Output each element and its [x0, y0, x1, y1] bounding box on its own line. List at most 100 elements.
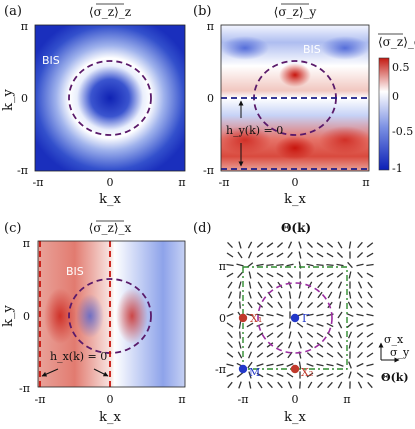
spin-arrow [327, 381, 333, 389]
spin-arrow [366, 252, 374, 258]
spin-arrow [227, 241, 233, 249]
spin-arrow [326, 352, 334, 358]
spin-arrow [226, 373, 234, 377]
spin-arrow [238, 381, 242, 389]
panel-d-ytick: -π [215, 363, 226, 376]
spin-arrow [248, 291, 252, 299]
spin-arrow [306, 352, 314, 358]
spin-arrow [256, 242, 264, 248]
panel-b-annotation: h_y(k) = 0 [226, 124, 283, 137]
spin-arrow [306, 302, 314, 308]
spin-arrow [306, 342, 314, 348]
spin-arrow [297, 301, 303, 309]
spin-arrow [326, 342, 334, 348]
spin-arrow [348, 371, 352, 379]
spin-arrow [357, 301, 363, 309]
spin-arrow [338, 291, 342, 299]
spin-arrow [357, 271, 363, 279]
panel-b-ytick: π [207, 20, 214, 33]
colorbar-tick: -0.5 [392, 125, 413, 138]
spin-arrow [366, 373, 374, 377]
spin-arrow [266, 272, 274, 278]
spin-arrow [287, 251, 293, 259]
spin-arrow [237, 271, 243, 279]
spin-arrow [236, 372, 244, 378]
spin-arrow [287, 241, 293, 249]
spin-arrow [316, 363, 324, 367]
panel-c-bis-label: BIS [66, 265, 84, 278]
spin-arrow [276, 263, 284, 267]
spin-arrow [267, 281, 273, 289]
spin-arrow [266, 373, 274, 377]
panel-d: (d) Θ(k) X₁ Γ M X₂ π 0 -π -π 0 π k_x σ_x… [193, 221, 410, 425]
spin-arrow [286, 263, 294, 267]
spin-arrow [256, 323, 264, 327]
panel-b-xtick: 0 [292, 176, 299, 189]
spin-arrow [276, 313, 284, 317]
spin-arrow [348, 341, 352, 349]
spin-arrow [336, 372, 344, 378]
spin-arrow [248, 371, 252, 379]
spin-arrow [337, 341, 343, 349]
spin-arrow [326, 363, 334, 367]
spin-arrow [306, 363, 314, 367]
spin-arrow [366, 352, 374, 358]
point-m [238, 364, 248, 374]
spin-arrow [276, 373, 284, 377]
spin-arrow [337, 281, 343, 289]
spin-arrow [266, 263, 274, 267]
spin-arrow [256, 332, 264, 338]
spin-arrow [266, 332, 274, 338]
spin-arrow [277, 291, 283, 299]
spin-arrow [297, 331, 303, 339]
spin-arrow [366, 342, 374, 348]
spin-arrow [366, 263, 374, 267]
spin-arrow [336, 363, 344, 367]
spin-arrow [366, 242, 374, 248]
panel-a-xlabel: k_x [99, 192, 121, 207]
spin-arrow [277, 301, 283, 309]
spin-arrow [277, 281, 283, 289]
spin-arrow [256, 352, 264, 358]
spin-arrow [288, 331, 292, 339]
spin-arrow [316, 313, 324, 317]
spin-arrow [316, 373, 324, 377]
spin-arrow [357, 291, 363, 299]
spin-arrow [248, 351, 252, 359]
spin-arrow [347, 261, 353, 269]
spin-arrow [336, 263, 344, 267]
panel-c-ytick: -π [19, 382, 30, 395]
spin-arrow [356, 323, 364, 327]
panel-d-letter: (d) [193, 221, 211, 236]
panel-b-ytick: -π [203, 164, 214, 177]
spin-arrow [307, 281, 313, 289]
spin-arrow [266, 252, 274, 258]
panel-c-xtick: π [178, 393, 185, 406]
spin-arrow [256, 272, 264, 278]
spin-arrow [226, 272, 234, 278]
spin-arrow [327, 281, 333, 289]
spin-arrow [226, 352, 234, 358]
spin-arrow [316, 242, 324, 248]
panel-b-title: ⟨σ_z⟩_y [274, 5, 317, 19]
spin-arrow [248, 381, 252, 389]
spin-arrow [336, 252, 344, 258]
spin-arrow [326, 272, 334, 278]
panel-d-xlabel: k_x [284, 410, 306, 425]
spin-arrow [357, 351, 363, 359]
panel-c: (c) ⟨σ_z⟩_x BIS h_x(k) = 0 π 0 -π -π 0 π… [1, 220, 186, 425]
spin-arrow [266, 352, 274, 358]
spin-arrow [267, 381, 273, 389]
panel-b-xtick: -π [219, 176, 230, 189]
spin-arrow [276, 332, 284, 338]
spin-arrow [276, 363, 284, 367]
spin-arrow [296, 322, 304, 328]
panel-a: (a) ⟨σ_z⟩_z BIS π 0 -π -π 0 π k_x k_y [1, 3, 186, 207]
panel-a-bis-label: BIS [42, 54, 60, 67]
panel-a-ylabel: k_y [1, 88, 16, 110]
spin-arrow [306, 313, 314, 317]
spin-arrow [366, 332, 374, 338]
panel-b: (b) ⟨σ_z⟩_y BIS h_y(k) = 0 π 0 -π -π 0 π… [193, 3, 371, 207]
panel-a-xtick: π [178, 176, 185, 189]
spin-arrow [357, 381, 363, 389]
